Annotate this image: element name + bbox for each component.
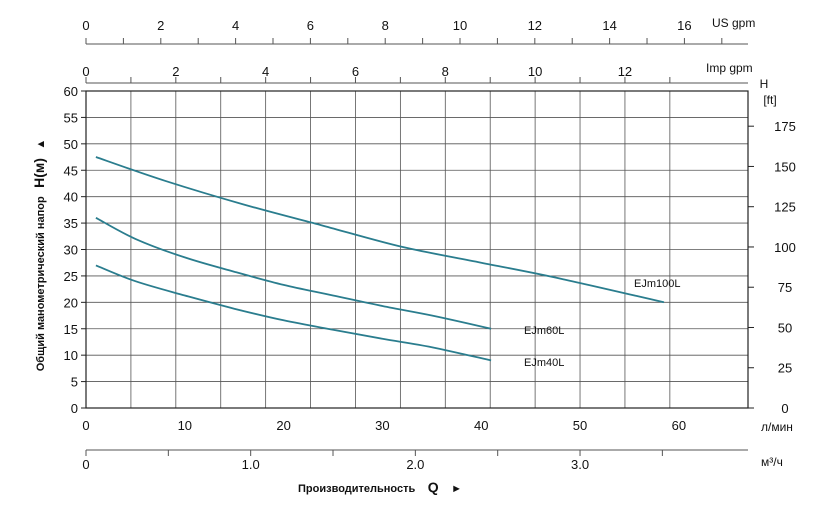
x-axis-m3h-unit: м³/ч xyxy=(761,455,783,469)
y-axis-ft-tick-label: 0 xyxy=(781,401,788,416)
y-axis-m-tick-label: 20 xyxy=(64,295,78,310)
x-axis-us-tick-label: 2 xyxy=(157,18,164,33)
y-axis-m-tick-label: 5 xyxy=(71,375,78,390)
x-axis-imp-unit: Imp gpm xyxy=(706,61,753,75)
y-axis-m-tick-label: 55 xyxy=(64,110,78,125)
y-axis-ft-tick-label: 125 xyxy=(774,200,796,215)
y-axis-ft-tick-label: 150 xyxy=(774,159,796,174)
x-axis-us-tick-label: 6 xyxy=(307,18,314,33)
y-axis-title-text: Общий манометрический напор xyxy=(35,196,47,371)
y-axis-m-tick-label: 35 xyxy=(64,216,78,231)
x-axis-lpm-tick-label: 20 xyxy=(276,418,290,433)
x-axis-m3h: 0 1.0 2.0 3.0 xyxy=(82,449,748,472)
y-axis-ft-unit-h: H xyxy=(760,77,769,91)
y-axis-m-tick-label: 0 xyxy=(71,401,78,416)
x-axis-us-tick-label: 14 xyxy=(602,18,616,33)
y-axis-m-tick-label: 15 xyxy=(64,322,78,337)
x-axis-lpm-tick-label: 10 xyxy=(178,418,192,433)
series-line-ejm40l xyxy=(95,264,492,362)
x-axis-lpm-tick-label: 40 xyxy=(474,418,488,433)
y-axis-m-tick-label: 45 xyxy=(64,163,78,178)
x-axis-lpm-unit: л/мин xyxy=(761,420,793,434)
y-axis-ft-tick-label: 100 xyxy=(774,240,796,255)
series-label-ejm60l: EJm60L xyxy=(524,325,564,337)
x-axis-us-tick-label: 4 xyxy=(232,18,239,33)
y-axis-ft-tick-label: 175 xyxy=(774,119,796,134)
y-axis-m-tick-label: 50 xyxy=(64,137,78,152)
x-axis-imp-tick-label: 4 xyxy=(262,64,269,79)
x-axis-us-unit: US gpm xyxy=(712,16,755,30)
y-axis-title-symbol: H(м) xyxy=(31,158,47,188)
series-label-ejm40l: EJm40L xyxy=(524,357,564,369)
y-axis-title: Общий манометрический напор H(м) ▲ xyxy=(31,139,48,372)
y-axis-ft-tick-label: 25 xyxy=(778,361,792,376)
x-axis-title-text: Производительность xyxy=(298,483,415,495)
y-axis-m-tick-label: 40 xyxy=(64,190,78,205)
x-axis-us-tick-label: 0 xyxy=(82,18,89,33)
y-axis-m-tick-label: 10 xyxy=(64,348,78,363)
x-axis-lpm-tick-label: 50 xyxy=(573,418,587,433)
x-axis-arrow-icon: ► xyxy=(451,483,462,495)
x-axis-imp-tick-label: 10 xyxy=(528,64,542,79)
series-line-ejm60l xyxy=(95,217,492,330)
y-axis-arrow-icon: ▲ xyxy=(35,139,47,150)
x-axis-lpm: 0 10 20 30 40 50 60 xyxy=(82,418,686,433)
x-axis-us-tick-label: 16 xyxy=(677,18,691,33)
y-axis-ft-tick-label: 50 xyxy=(778,320,792,335)
x-axis-lpm-tick-label: 0 xyxy=(82,418,89,433)
y-axis-feet: 0 25 50 75 100 125 150 175 xyxy=(748,119,796,416)
x-axis-us-tick-label: 12 xyxy=(528,18,542,33)
y-axis-m-tick-label: 25 xyxy=(64,269,78,284)
x-axis-imp-tick-label: 2 xyxy=(172,64,179,79)
x-axis-imp-tick-label: 8 xyxy=(442,64,449,79)
series-curves: EJm100L EJm60L EJm40L xyxy=(95,156,680,369)
x-axis-us-tick-label: 10 xyxy=(453,18,467,33)
y-axis-ft-unit-ft: [ft] xyxy=(763,93,776,107)
x-axis-m3h-tick-label: 3.0 xyxy=(571,457,589,472)
y-axis-meters: 0 5 10 15 20 25 30 35 40 45 50 55 60 xyxy=(64,84,86,416)
x-axis-imp-tick-label: 6 xyxy=(352,64,359,79)
y-axis-m-tick-label: 60 xyxy=(64,84,78,99)
y-axis-ft-tick-label: 75 xyxy=(778,280,792,295)
x-axis-imp-tick-label: 12 xyxy=(618,64,632,79)
y-axis-m-tick-label: 30 xyxy=(64,243,78,258)
x-axis-lpm-tick-label: 30 xyxy=(375,418,389,433)
x-axis-m3h-tick-label: 0 xyxy=(82,457,89,472)
x-axis-title-symbol: Q xyxy=(428,479,439,495)
x-axis-m3h-tick-label: 2.0 xyxy=(406,457,424,472)
x-axis-lpm-tick-label: 60 xyxy=(672,418,686,433)
chart-grid xyxy=(86,91,748,408)
x-axis-imp-tick-label: 0 xyxy=(82,64,89,79)
series-line-ejm100l xyxy=(95,156,665,304)
x-axis-us-tick-label: 8 xyxy=(382,18,389,33)
svg-text:Общий манометрический напор: Общий манометрический напор H(м) ▲ xyxy=(31,139,48,372)
top-flow-axes: 0 2 4 6 8 10 12 14 16 0 2 4 6 8 10 12 xyxy=(82,18,748,84)
series-label-ejm100l: EJm100L xyxy=(634,278,680,290)
x-axis-m3h-tick-label: 1.0 xyxy=(242,457,260,472)
x-axis-title: Производительность Q ► xyxy=(298,479,462,496)
